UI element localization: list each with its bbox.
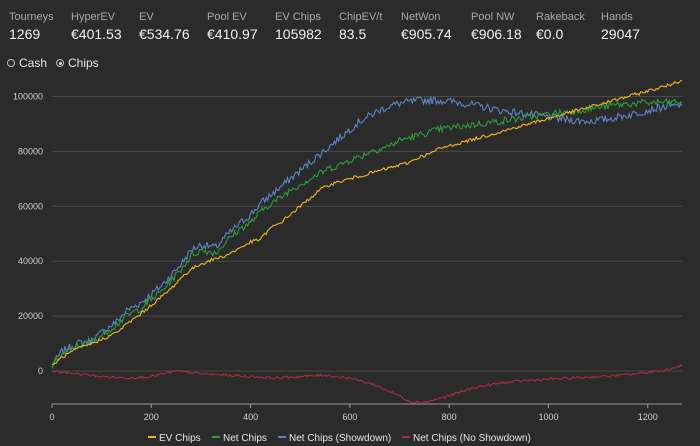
series-line-ev-chips xyxy=(52,79,683,365)
x-tick-label: 800 xyxy=(442,412,457,422)
chips-radio[interactable]: Chips xyxy=(56,56,99,70)
stat-hands: Hands 29047 xyxy=(601,11,640,43)
stat-label: Tourneys xyxy=(9,11,54,23)
y-tick-label: 60000 xyxy=(18,201,43,211)
cash-radio[interactable]: Cash xyxy=(7,56,47,70)
stat-netwon: NetWon €905.74 xyxy=(401,11,452,43)
stat-value: €905.74 xyxy=(401,26,452,42)
y-tick-label: 20000 xyxy=(18,311,43,321)
stat-value: 29047 xyxy=(601,26,640,42)
stat-tourneys: Tourneys 1269 xyxy=(9,11,54,43)
y-tick-label: 0 xyxy=(38,366,43,376)
x-tick-label: 1200 xyxy=(638,412,658,422)
stat-rakeback: Rakeback €0.0 xyxy=(536,11,585,43)
stat-value: 1269 xyxy=(9,26,41,42)
stat-pool-nw: Pool NW €906.18 xyxy=(471,11,522,43)
stat-pool-ev: Pool EV €410.97 xyxy=(207,11,258,43)
stat-ev-chips: EV Chips 105982 xyxy=(275,11,322,43)
stat-value: 83.5 xyxy=(339,26,367,42)
legend-item[interactable]: Net Chips xyxy=(223,433,267,444)
cash-label[interactable]: Cash xyxy=(19,56,48,70)
series-line-net-chips xyxy=(51,97,683,369)
x-tick-label: 400 xyxy=(243,412,258,422)
stat-label: ChipEV/t xyxy=(339,11,383,23)
x-tick-label: 200 xyxy=(144,412,159,422)
legend-item[interactable]: Net Chips (Showdown) xyxy=(289,433,391,444)
series-line-net-chips-no-showdown- xyxy=(51,364,683,404)
stat-label: HyperEV xyxy=(71,11,116,23)
x-tick-label: 1000 xyxy=(538,412,558,422)
stat-label: Rakeback xyxy=(536,11,585,23)
stat-hyperev: HyperEV €401.53 xyxy=(71,11,122,43)
stat-ev: EV €534.76 xyxy=(139,11,190,43)
cash-radio-icon[interactable] xyxy=(7,59,15,67)
legend-item[interactable]: Net Chips (No Showdown) xyxy=(413,433,531,444)
stat-value: €0.0 xyxy=(536,26,564,42)
x-tick-label: 600 xyxy=(342,412,357,422)
series-line-net-chips-showdown- xyxy=(51,96,683,366)
stat-label: NetWon xyxy=(401,11,441,23)
stat-label: Pool EV xyxy=(207,11,247,23)
stat-label: Pool NW xyxy=(471,11,515,23)
stat-value: €401.53 xyxy=(71,26,122,42)
stat-label: Hands xyxy=(601,11,633,23)
y-tick-label: 100000 xyxy=(13,91,43,101)
stat-label: EV xyxy=(139,11,154,23)
y-tick-label: 40000 xyxy=(18,256,43,266)
stat-value: €534.76 xyxy=(139,26,190,42)
x-tick-label: 0 xyxy=(49,412,54,422)
stat-value: 105982 xyxy=(275,26,322,42)
stat-label: EV Chips xyxy=(275,11,321,23)
stat-chipev-t: ChipEV/t 83.5 xyxy=(339,11,382,43)
chips-radio-icon[interactable] xyxy=(56,59,64,67)
y-tick-label: 80000 xyxy=(18,146,43,156)
chips-label[interactable]: Chips xyxy=(68,56,99,70)
stat-value: €906.18 xyxy=(471,26,522,42)
legend-item[interactable]: EV Chips xyxy=(159,433,201,444)
stat-value: €410.97 xyxy=(207,26,258,42)
